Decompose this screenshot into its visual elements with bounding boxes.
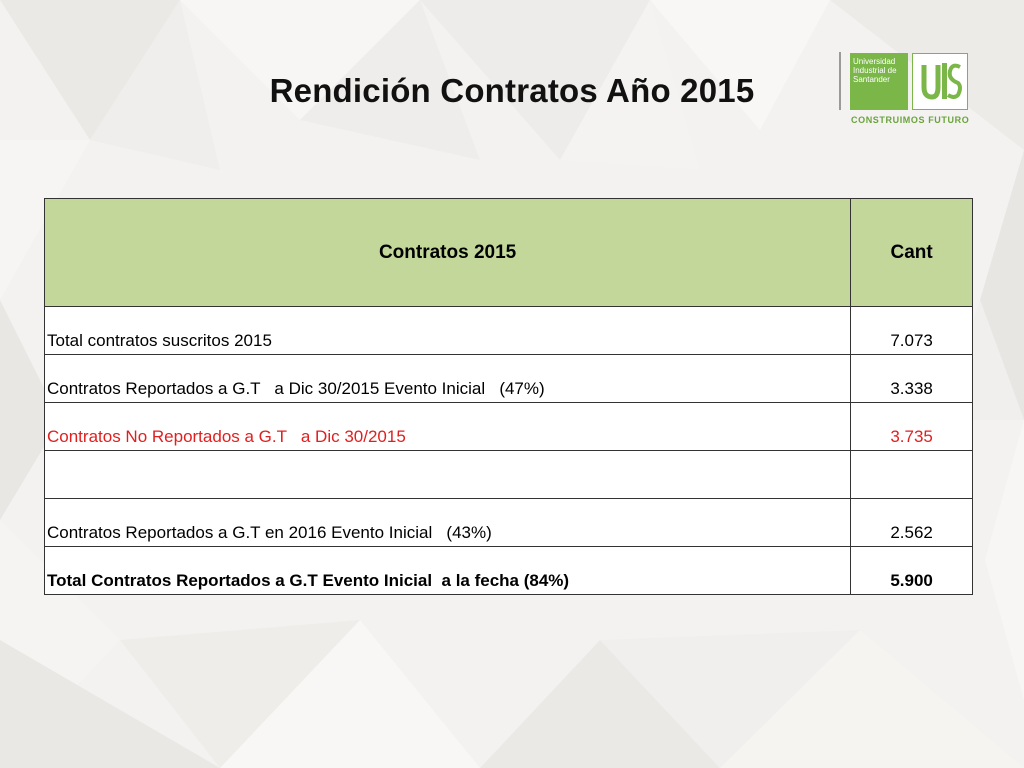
row-label: Contratos No Reportados a G.T a Dic 30/2… [43, 402, 852, 451]
table-row: Contratos Reportados a G.T a Dic 30/2015… [43, 354, 973, 403]
row-label [43, 450, 852, 499]
row-value [850, 450, 973, 499]
table-row [43, 450, 973, 499]
table-row: Total Contratos Reportados a G.T Evento … [43, 546, 973, 595]
uis-logo-icon [912, 53, 968, 110]
header-contratos: Contratos 2015 [43, 198, 852, 307]
table-row: Contratos Reportados a G.T en 2016 Event… [43, 498, 973, 547]
header-cant: Cant [850, 198, 973, 307]
contracts-table: Contratos 2015 Cant Total contratos susc… [43, 198, 973, 595]
logo-line: Industrial de [853, 66, 897, 75]
university-logo: Universidad Industrial de Santander [850, 53, 908, 110]
logo-line: Santander [853, 75, 890, 84]
logo-divider [839, 52, 841, 110]
row-value: 5.900 [850, 546, 973, 595]
row-label: Total contratos suscritos 2015 [43, 306, 852, 355]
page-title: Rendición Contratos Año 2015 [269, 72, 755, 109]
table-header-row: Contratos 2015 Cant [43, 198, 973, 307]
logo-tagline: CONSTRUIMOS FUTURO [851, 115, 970, 125]
row-value: 2.562 [850, 498, 973, 547]
row-value: 3.735 [850, 402, 973, 451]
row-label: Total Contratos Reportados a G.T Evento … [43, 546, 852, 595]
row-label: Contratos Reportados a G.T en 2016 Event… [43, 498, 852, 547]
table-row: Total contratos suscritos 2015 7.073 [43, 306, 973, 355]
row-value: 3.338 [850, 354, 973, 403]
table-row: Contratos No Reportados a G.T a Dic 30/2… [43, 402, 973, 451]
row-label: Contratos Reportados a G.T a Dic 30/2015… [43, 354, 852, 403]
row-value: 7.073 [850, 306, 973, 355]
logo-line: Universidad [853, 57, 896, 66]
